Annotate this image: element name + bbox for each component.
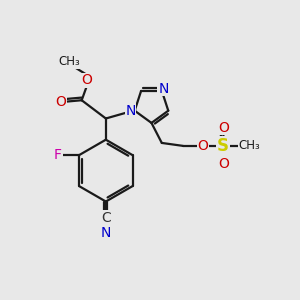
- Text: F: F: [54, 148, 62, 162]
- Text: O: O: [218, 157, 229, 171]
- Text: CH₃: CH₃: [58, 55, 80, 68]
- Text: O: O: [82, 73, 92, 87]
- Text: O: O: [55, 95, 66, 109]
- Text: N: N: [100, 226, 111, 240]
- Text: N: N: [158, 82, 169, 96]
- Text: O: O: [198, 139, 208, 153]
- Text: N: N: [125, 104, 136, 118]
- Text: CH₃: CH₃: [238, 140, 260, 152]
- Text: C: C: [101, 211, 111, 225]
- Text: O: O: [218, 121, 229, 135]
- Text: S: S: [217, 137, 229, 155]
